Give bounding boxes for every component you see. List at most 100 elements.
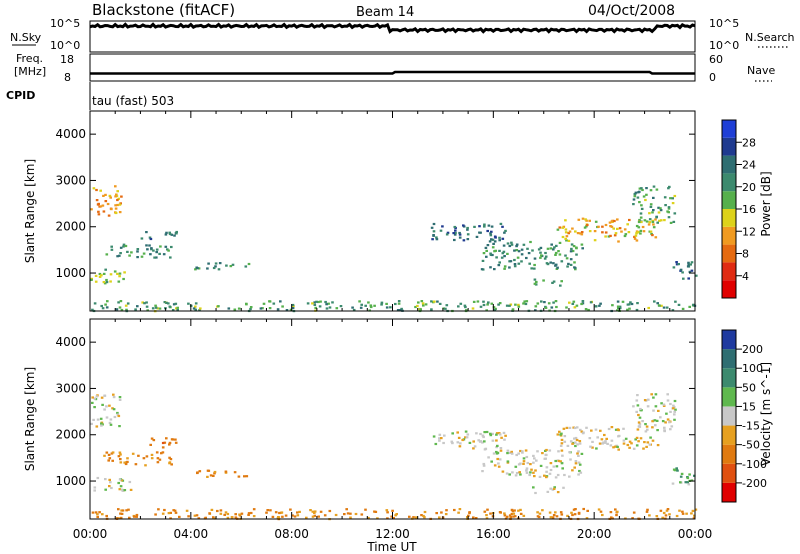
echo-cell [644, 423, 647, 426]
echo-cell [98, 275, 102, 278]
echo-cell [105, 253, 109, 256]
echo-cell [635, 410, 638, 413]
echo-cell [422, 514, 425, 518]
echo-cell [590, 429, 593, 432]
echo-cell [176, 306, 179, 309]
echo-cell [566, 514, 569, 517]
echo-cell [651, 234, 654, 237]
echo-cell [609, 234, 612, 237]
echo-cell [516, 256, 520, 259]
echo-cell [649, 436, 652, 439]
echo-cell [645, 445, 648, 448]
echo-cell [108, 421, 112, 424]
echo-cell [158, 252, 161, 255]
echo-cell [675, 261, 678, 264]
echo-cell [508, 514, 512, 517]
echo-cell [117, 414, 121, 418]
echo-cell [680, 472, 684, 475]
echo-cell [497, 303, 500, 306]
echo-cell [194, 302, 198, 305]
echo-cell [109, 418, 113, 421]
colorbar-swatch [722, 280, 736, 298]
colorbar-swatch [722, 173, 736, 192]
echo-cell [396, 309, 400, 312]
echo-cell [539, 256, 542, 259]
colorbar-tick: 16 [742, 203, 756, 216]
echo-cell [506, 242, 510, 245]
colorbar-tick: 50 [742, 381, 756, 394]
echo-cell [136, 248, 140, 251]
echo-cell [497, 432, 501, 435]
echo-cell [95, 188, 98, 192]
echo-cell [458, 445, 462, 448]
echo-cell [582, 507, 585, 511]
echo-cell [174, 302, 178, 305]
echo-cell [512, 512, 516, 515]
echo-cell [552, 465, 556, 468]
echo-cell [513, 515, 517, 518]
echo-cell [118, 398, 122, 401]
echo-cell [541, 452, 544, 455]
echo-cell [165, 231, 168, 234]
echo-cell [610, 516, 613, 519]
echo-cell [289, 508, 292, 511]
echo-cell [585, 517, 589, 520]
echo-cell [311, 302, 314, 305]
echo-cell [457, 436, 461, 439]
echo-cell [694, 508, 698, 511]
echo-cell [483, 440, 486, 443]
echo-cell [237, 475, 241, 478]
echo-cell [691, 509, 695, 512]
echo-cell [102, 272, 106, 275]
echo-cell [569, 258, 573, 261]
echo-cell [317, 515, 320, 518]
echo-cell [677, 303, 681, 306]
echo-cell [517, 262, 521, 265]
echo-cell [116, 413, 120, 416]
echo-cell [466, 238, 470, 241]
echo-cell [466, 233, 470, 236]
echo-cell [638, 187, 642, 190]
echo-cell [481, 434, 485, 437]
echo-cell [690, 512, 693, 515]
echo-cell [495, 450, 498, 454]
echo-cell [154, 304, 157, 307]
echo-cell [642, 195, 646, 198]
echo-cell [148, 244, 151, 247]
echo-cell [519, 512, 523, 515]
echo-cell [651, 420, 654, 423]
echo-cell [649, 203, 653, 206]
echo-cell [210, 508, 214, 511]
echo-cell [513, 258, 516, 262]
echo-cell [262, 302, 266, 305]
echo-cell [663, 196, 667, 199]
echo-cell [208, 512, 211, 515]
echo-cell [490, 460, 493, 463]
echo-cell [552, 248, 555, 251]
echo-cell [291, 514, 294, 517]
echo-cell [108, 457, 112, 460]
echo-cell [484, 246, 488, 249]
echo-cell [594, 220, 598, 223]
echo-cell [380, 303, 383, 306]
echo-cell [639, 216, 643, 219]
echo-cell [155, 251, 158, 254]
echo-cell [280, 511, 284, 514]
echo-cell [439, 229, 443, 232]
echo-cell [519, 508, 522, 511]
echo-cell [110, 245, 113, 248]
echo-cell [564, 254, 567, 257]
echo-cell [117, 508, 120, 511]
echo-cell [137, 454, 140, 457]
velocity-echo-cells [90, 393, 698, 521]
echo-cell [105, 281, 109, 284]
echo-cell [568, 301, 571, 304]
echo-cell [101, 403, 104, 406]
echo-cell [630, 442, 633, 445]
echo-cell [640, 207, 644, 210]
echo-cell [289, 308, 293, 311]
echo-cell [118, 451, 122, 454]
echo-cell [520, 248, 524, 251]
echo-cell [135, 515, 138, 518]
echo-cell [617, 435, 620, 438]
